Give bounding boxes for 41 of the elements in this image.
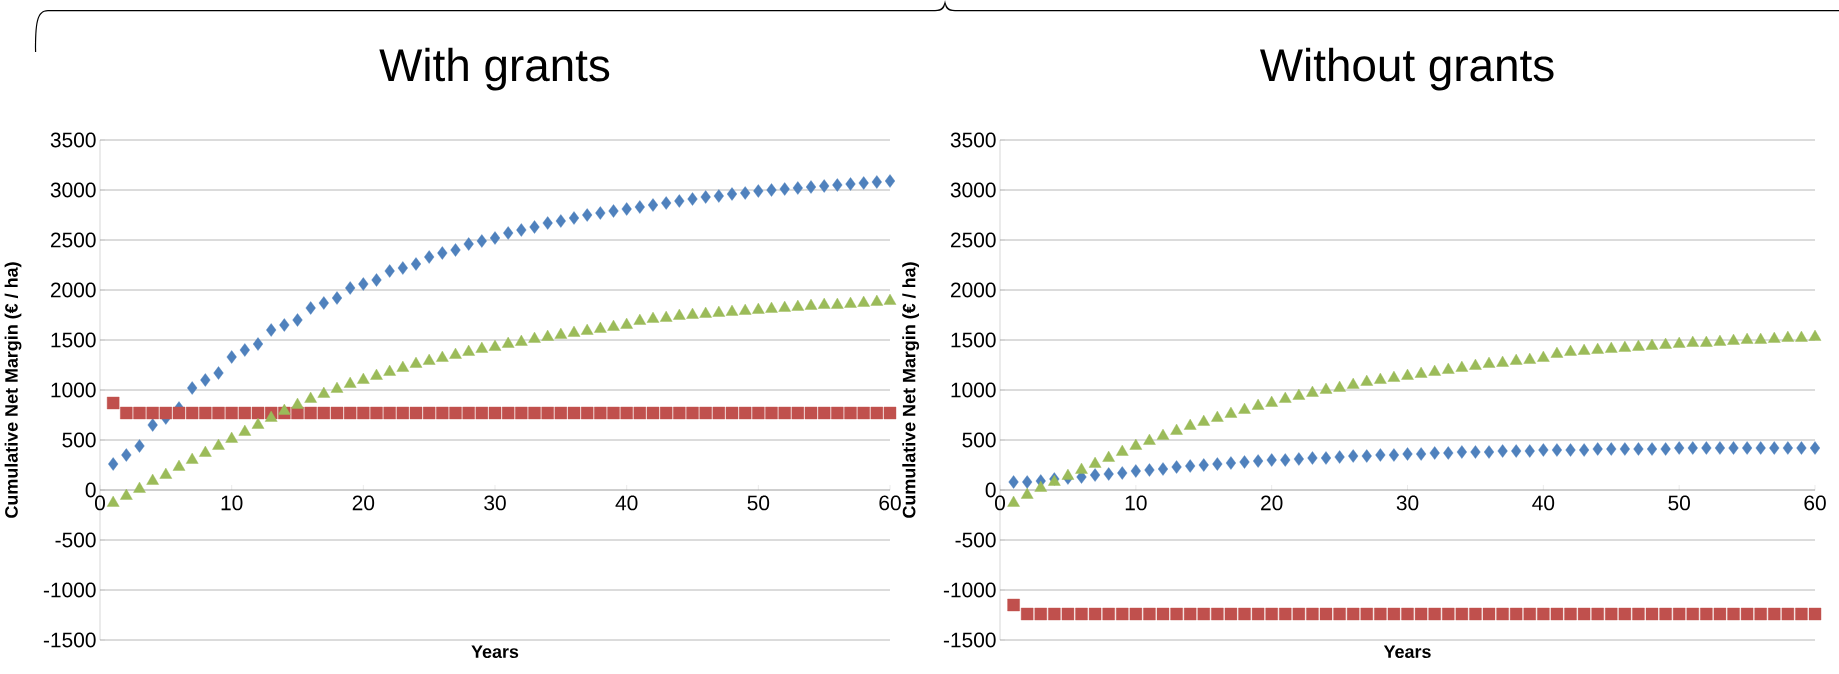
y-tick-label: 1500 [51, 332, 96, 348]
x-tick-label: 60 [1804, 495, 1826, 511]
y-tick-label: -500 [55, 532, 96, 548]
x-tick-label: 50 [747, 495, 770, 511]
y-tick-label: 500 [962, 432, 996, 448]
x-tick-label: 50 [1668, 495, 1690, 511]
y-tick-label: 2000 [950, 282, 996, 298]
x-tick-label: 10 [1125, 495, 1147, 511]
y-tick-label: -1000 [943, 582, 996, 598]
y-tick-label: 1000 [951, 382, 996, 398]
x-tick-label: 40 [1532, 495, 1555, 511]
y-axis-title: Cumulative Net Margin (€ / ha) [902, 262, 920, 518]
y-tick-label: 3500 [50, 132, 96, 148]
y-tick-label: 0 [85, 482, 96, 498]
y-tick-label: -1500 [43, 632, 96, 648]
y-tick-label: -1500 [943, 632, 996, 648]
x-tick-label: 20 [1261, 495, 1283, 511]
y-tick-label: -500 [955, 532, 996, 548]
y-tick-label: -1000 [43, 582, 96, 598]
x-axis-title: Years [471, 645, 519, 659]
y-tick-label: 2500 [950, 232, 996, 248]
chart-title: With grants [379, 47, 610, 91]
y-tick-label: 3000 [50, 182, 96, 198]
y-tick-label: 2000 [50, 282, 96, 298]
y-tick-label: 1500 [951, 332, 996, 348]
x-tick-label: 30 [1396, 495, 1419, 511]
chart-title: Without grants [1259, 47, 1554, 91]
y-tick-label: 3000 [950, 182, 996, 198]
x-axis-title: Years [1383, 645, 1431, 659]
x-tick-label: 0 [995, 495, 1006, 511]
x-tick-label: 20 [352, 495, 375, 511]
y-tick-label: 500 [62, 432, 96, 448]
y-tick-label: 0 [985, 482, 996, 498]
x-tick-label: 10 [221, 495, 243, 511]
x-tick-label: 40 [615, 495, 638, 511]
x-tick-label: 60 [879, 495, 901, 511]
x-tick-label: 30 [484, 495, 506, 511]
y-axis-title: Cumulative Net Margin (€ / ha) [4, 262, 22, 518]
y-tick-label: 3500 [950, 132, 996, 148]
y-tick-label: 2500 [50, 232, 96, 248]
y-tick-label: 1000 [51, 382, 96, 398]
